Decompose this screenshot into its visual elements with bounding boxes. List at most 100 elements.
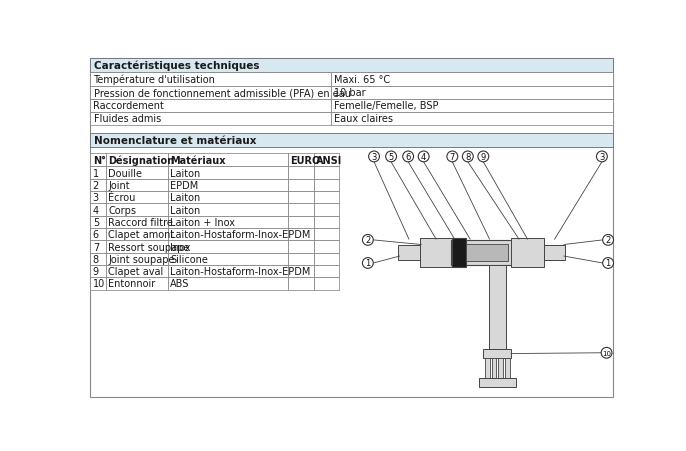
Text: 10: 10 xyxy=(602,350,611,356)
Bar xyxy=(314,253,339,265)
Bar xyxy=(420,238,452,267)
Bar xyxy=(168,192,288,204)
Text: 2: 2 xyxy=(93,180,99,190)
Text: Inox: Inox xyxy=(170,242,191,252)
Bar xyxy=(288,265,314,278)
Bar xyxy=(314,167,339,179)
Bar xyxy=(168,278,288,290)
Bar xyxy=(452,238,466,267)
Text: EPDM: EPDM xyxy=(170,180,198,190)
Text: Matériaux: Matériaux xyxy=(170,156,226,166)
Bar xyxy=(91,74,331,87)
Bar xyxy=(106,265,168,278)
Bar xyxy=(288,253,314,265)
Text: Laiton: Laiton xyxy=(170,205,200,215)
Bar xyxy=(106,167,168,179)
Bar xyxy=(106,192,168,204)
Text: 9: 9 xyxy=(93,267,99,276)
Text: Femelle/Femelle, BSP: Femelle/Femelle, BSP xyxy=(334,101,438,111)
Bar xyxy=(466,244,508,261)
Bar xyxy=(91,253,106,265)
Bar xyxy=(168,229,288,241)
Text: 6: 6 xyxy=(405,152,411,161)
Text: Raccordement: Raccordement xyxy=(93,101,165,111)
Bar xyxy=(314,229,339,241)
Text: Clapet aval: Clapet aval xyxy=(108,267,163,276)
Text: 4: 4 xyxy=(421,152,426,161)
Bar xyxy=(398,245,420,260)
Bar xyxy=(91,154,106,167)
Text: 4: 4 xyxy=(93,205,99,215)
Bar xyxy=(168,204,288,216)
Circle shape xyxy=(386,152,397,162)
Text: 1: 1 xyxy=(365,259,370,268)
Bar xyxy=(91,278,106,290)
Bar xyxy=(288,278,314,290)
Bar xyxy=(91,100,331,112)
Bar xyxy=(91,112,331,125)
Text: Joint soupape: Joint soupape xyxy=(108,254,175,264)
Text: 7: 7 xyxy=(449,152,455,161)
Circle shape xyxy=(362,235,373,246)
Bar xyxy=(106,241,168,253)
Circle shape xyxy=(596,152,607,162)
Text: 9: 9 xyxy=(481,152,486,161)
Bar xyxy=(106,204,168,216)
Text: Laiton: Laiton xyxy=(170,168,200,178)
Bar xyxy=(314,192,339,204)
Circle shape xyxy=(462,152,473,162)
Bar xyxy=(91,133,613,148)
Text: 5: 5 xyxy=(388,152,394,161)
Bar xyxy=(288,154,314,167)
Text: ANSI: ANSI xyxy=(316,156,342,166)
Text: 1: 1 xyxy=(93,168,99,178)
Bar xyxy=(314,204,339,216)
Text: Laiton-Hostaform-Inox-EPDM: Laiton-Hostaform-Inox-EPDM xyxy=(170,267,311,276)
Bar xyxy=(511,238,544,267)
Bar xyxy=(168,253,288,265)
Bar xyxy=(314,241,339,253)
Bar xyxy=(168,179,288,192)
Bar xyxy=(498,359,503,378)
Text: Ressort soupape: Ressort soupape xyxy=(108,242,189,252)
Bar xyxy=(168,154,288,167)
Bar xyxy=(168,167,288,179)
Bar xyxy=(314,179,339,192)
Text: 10: 10 xyxy=(93,279,105,289)
Circle shape xyxy=(368,152,379,162)
Text: Eaux claires: Eaux claires xyxy=(334,114,393,124)
Bar xyxy=(288,229,314,241)
Text: Maxi. 65 °C: Maxi. 65 °C xyxy=(334,75,390,85)
Text: 10 bar: 10 bar xyxy=(334,88,366,98)
Text: 8: 8 xyxy=(93,254,99,264)
Bar xyxy=(314,216,339,229)
Bar xyxy=(106,216,168,229)
Bar xyxy=(288,216,314,229)
Bar xyxy=(485,359,490,378)
Bar xyxy=(451,240,512,265)
Text: 3: 3 xyxy=(371,152,377,161)
Text: N°: N° xyxy=(93,156,106,166)
Text: Température d'utilisation: Température d'utilisation xyxy=(93,74,215,85)
Bar xyxy=(288,204,314,216)
Text: Joint: Joint xyxy=(108,180,130,190)
Text: ABS: ABS xyxy=(170,279,189,289)
Bar xyxy=(314,265,339,278)
Bar xyxy=(91,87,331,100)
Text: Silicone: Silicone xyxy=(170,254,208,264)
Bar xyxy=(331,100,613,112)
Bar xyxy=(288,192,314,204)
Bar xyxy=(505,359,510,378)
Bar xyxy=(484,349,511,359)
Bar xyxy=(106,253,168,265)
Text: Nomenclature et matériaux: Nomenclature et matériaux xyxy=(93,136,256,146)
Bar xyxy=(106,154,168,167)
Text: 6: 6 xyxy=(93,230,99,239)
Bar xyxy=(91,229,106,241)
Text: 5: 5 xyxy=(93,217,99,227)
Circle shape xyxy=(601,348,612,359)
Bar xyxy=(168,241,288,253)
Bar xyxy=(288,167,314,179)
Bar xyxy=(106,229,168,241)
Text: Fluides admis: Fluides admis xyxy=(93,114,161,124)
